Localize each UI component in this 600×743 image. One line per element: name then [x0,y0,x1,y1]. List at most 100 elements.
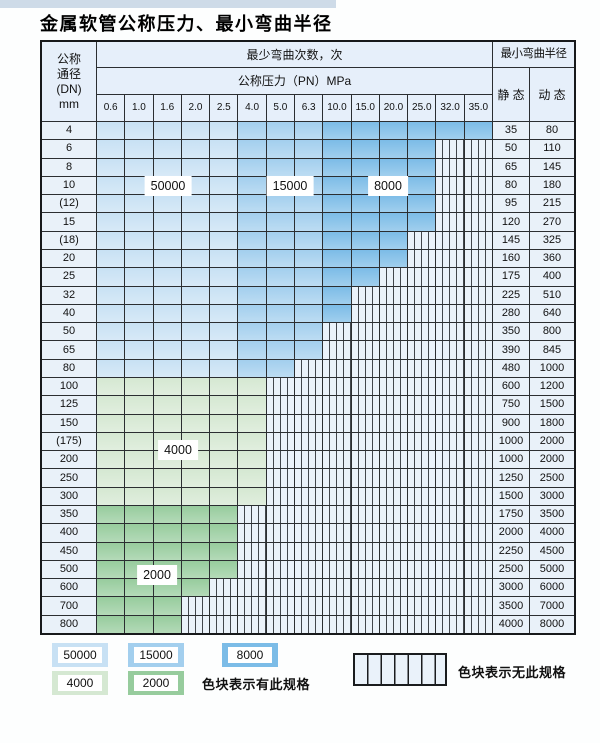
spec-cell-unavailable [295,359,323,377]
spec-cell-available [210,341,238,359]
spec-cell-available [97,432,125,451]
min-bend-radius-header: 最小弯曲半径 [493,42,574,67]
spec-cell-available [323,122,351,140]
static-radius-cell: 35 [493,122,529,140]
spec-cell-available [181,250,210,268]
spec-cell-unavailable [266,506,294,524]
spec-cell-available [379,140,408,158]
dynamic-radius-cell: 80 [530,122,574,140]
spec-cell-unavailable [351,414,379,432]
static-column-header: 静 态 [493,68,529,121]
spec-cell-available [181,323,210,341]
spec-cell-available [295,122,323,140]
spec-cell-available [153,524,181,542]
dn-cell: 250 [42,469,96,487]
spec-cell-unavailable [379,524,408,542]
spec-cell-unavailable [379,378,408,396]
spec-cell-available [125,140,153,158]
spec-cell-available [181,542,210,560]
spec-cell-available [266,140,294,158]
spec-cell-available [181,304,210,323]
spec-cell-unavailable [351,615,379,633]
spec-cell-available [97,250,125,268]
static-radius-cell: 280 [493,304,529,323]
spec-cell-available [210,250,238,268]
spec-cell-available [323,195,351,213]
spec-cell-unavailable [323,378,351,396]
spec-cell-available [125,506,153,524]
dn-header-line: (DN) [56,82,82,96]
spec-cell-available [97,323,125,341]
spec-cell-unavailable [408,432,436,451]
spec-cell-unavailable [464,487,492,505]
legend-item-15000: 15000 [128,643,184,667]
dn-cell: 350 [42,506,96,524]
spec-cell-available [97,213,125,231]
spec-cell-unavailable [323,469,351,487]
spec-cell-unavailable [266,432,294,451]
dn-cell: 4 [42,122,96,140]
spec-cell-unavailable [379,469,408,487]
spec-cell-available [210,140,238,158]
dynamic-radius-cell: 4500 [530,542,574,560]
static-radius-cell: 350 [493,323,529,341]
spec-cell-unavailable [379,341,408,359]
spec-cell-available [238,432,266,451]
block-label-layer: 50000 15000 8000 4000 2000 [40,40,576,635]
spec-cell-available [97,506,125,524]
spec-table: 公称 通径 (DN) mm 最少弯曲次数，次 公称压力（PN）MPa 最小弯曲半… [40,40,576,635]
spec-cell-unavailable [436,487,464,505]
dn-cell: 8 [42,158,96,176]
spec-cell-available [323,304,351,323]
spec-cell-unavailable [464,542,492,560]
spec-cell-available [181,158,210,176]
spec-cell-unavailable [351,524,379,542]
spec-cell-available [323,176,351,195]
spec-cell-available [210,213,238,231]
spec-cell-available [125,158,153,176]
spec-cell-unavailable [436,304,464,323]
spec-cell-available [266,268,294,286]
spec-cell-available [153,487,181,505]
spec-cell-available [323,158,351,176]
static-radius-cell: 1000 [493,451,529,469]
spec-cell-available [210,195,238,213]
spec-cell-unavailable [408,524,436,542]
spec-cell-available [238,176,266,195]
spec-cell-unavailable [436,451,464,469]
spec-cell-available [379,122,408,140]
spec-cell-unavailable [266,579,294,597]
static-radius-cell: 480 [493,359,529,377]
pressure-column-header: 15.0 [351,95,379,121]
spec-cell-available [210,469,238,487]
dn-cell: 200 [42,451,96,469]
spec-cell-unavailable [323,323,351,341]
spec-cell-available [210,432,238,451]
spec-cell-unavailable [323,359,351,377]
spec-cell-available [323,286,351,304]
spec-cell-available [379,231,408,249]
spec-cell-unavailable [238,597,266,615]
legend-value: 15000 [134,647,178,663]
spec-cell-available [210,542,238,560]
dynamic-radius-cell: 1200 [530,378,574,396]
spec-cell-unavailable [379,359,408,377]
spec-cell-unavailable [295,396,323,414]
spec-cell-unavailable [408,304,436,323]
spec-cell-available [153,250,181,268]
spec-cell-unavailable [379,268,408,286]
legend-no-spec-text: 色块表示无此规格 [458,665,567,680]
spec-cell-available [323,268,351,286]
spec-cell-unavailable [408,250,436,268]
spec-cell-available [210,506,238,524]
spec-cell-available [125,213,153,231]
spec-cell-available [238,286,266,304]
spec-cell-unavailable [464,432,492,451]
spec-cell-available [351,213,379,231]
dn-cell: 800 [42,615,96,633]
dynamic-radius-cell: 400 [530,268,574,286]
spec-cell-unavailable [323,579,351,597]
spec-cell-available [295,250,323,268]
spec-cell-unavailable [379,323,408,341]
spec-cell-available [266,231,294,249]
